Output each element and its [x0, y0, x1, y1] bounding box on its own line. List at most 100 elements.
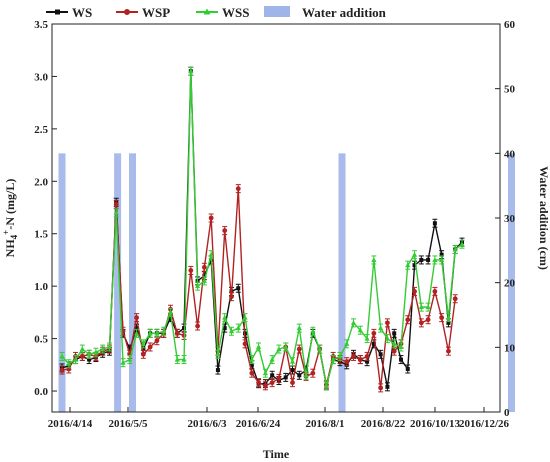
data-point-wss: [215, 351, 221, 357]
data-point-ws: [134, 326, 139, 331]
data-point-wss: [344, 341, 350, 346]
data-point-wss: [317, 346, 323, 352]
data-point-ws: [304, 368, 309, 373]
data-point-wss: [235, 325, 241, 331]
data-point-wsp: [195, 323, 200, 329]
legend-item-3: Water addition: [264, 5, 387, 20]
water-addition-bar-0: [58, 153, 66, 413]
data-point-wss: [167, 309, 174, 315]
data-point-wss: [323, 382, 330, 388]
data-point-wss: [106, 344, 113, 349]
data-point-wss: [371, 257, 377, 262]
data-point-wsp: [201, 264, 207, 270]
data-point-wss: [262, 370, 268, 376]
x-tick-label: 2016/8/22: [361, 418, 406, 430]
data-point-ws: [405, 367, 410, 372]
data-point-ws: [168, 315, 173, 320]
data-point-wss: [222, 314, 228, 320]
y-axis-right-title: Water addition (cm): [537, 166, 550, 270]
data-point-wss: [439, 257, 445, 262]
data-point-wsp: [140, 351, 146, 357]
data-point-wss: [113, 209, 119, 215]
left-tick-label: 0.5: [34, 334, 48, 346]
data-point-wsp: [371, 330, 377, 336]
data-point-wsp: [79, 354, 85, 359]
data-point-wsp: [242, 341, 248, 347]
data-point-wss: [283, 344, 289, 349]
data-point-wss: [303, 372, 309, 378]
water-addition-bar-1: [114, 153, 122, 413]
data-point-wsp: [344, 359, 350, 365]
data-point-wss: [330, 356, 336, 362]
data-point-ws: [371, 341, 376, 346]
data-point-ws: [182, 326, 187, 331]
data-point-wsp: [154, 338, 160, 344]
data-point-wss: [276, 346, 282, 352]
data-point-wss: [364, 335, 370, 341]
data-point-ws: [87, 357, 92, 362]
x-tick-label: 2016/6/24: [236, 418, 281, 430]
data-point-wss: [194, 283, 201, 289]
left-tick-label: 2.0: [34, 176, 48, 188]
left-axis: 0.0 0.5 1.0 1.5 2.0 2.5 3.0 3.5: [34, 19, 57, 398]
data-point-wsp: [418, 320, 424, 326]
data-point-wsp: [405, 317, 411, 323]
data-point-wss: [174, 356, 180, 362]
data-point-wss: [127, 356, 133, 362]
data-point-wss: [384, 335, 391, 341]
data-point-wss: [154, 330, 160, 336]
data-point-ws: [236, 286, 241, 291]
data-point-wss: [208, 251, 214, 257]
data-point-wsp: [290, 380, 295, 386]
data-point-wsp: [147, 344, 153, 350]
legend-item-1: WSP: [116, 5, 170, 20]
data-point-wss: [161, 328, 167, 334]
data-point-ws: [270, 373, 275, 378]
right-tick-label: 10: [504, 342, 516, 354]
data-point-wsp: [222, 228, 228, 233]
data-point-wss: [100, 346, 106, 352]
data-point-wss: [269, 356, 275, 362]
series-wss: [59, 66, 465, 391]
data-point-wss: [93, 349, 99, 355]
data-point-ws: [446, 320, 451, 325]
data-point-wss: [147, 330, 153, 336]
right-tick-label: 20: [504, 278, 516, 290]
data-point-wsp: [351, 354, 356, 359]
data-point-ws: [439, 252, 444, 257]
water-addition-bar-2: [129, 153, 137, 413]
data-point-wsp: [439, 315, 445, 321]
left-tick-label: 0.0: [34, 386, 48, 398]
data-point-wsp: [235, 186, 241, 192]
data-point-wss: [120, 359, 126, 365]
data-point-ws: [290, 368, 295, 373]
data-point-wsp: [262, 383, 268, 389]
data-point-wss: [296, 325, 302, 331]
data-point-wsp: [134, 315, 139, 321]
data-point-wsp: [59, 367, 65, 373]
x-tick-label: 2016/8/1: [305, 418, 344, 430]
data-point-wsp: [357, 357, 363, 362]
data-point-wsp: [425, 317, 431, 323]
data-point-ws: [222, 326, 227, 331]
data-point-wss: [256, 344, 262, 349]
series-line-wss: [61, 71, 463, 386]
data-point-wss: [181, 356, 187, 362]
data-point-ws: [419, 257, 424, 262]
x-tick-label: 2016/4/14: [48, 418, 93, 430]
data-point-wsp: [256, 380, 262, 386]
data-point-wss: [459, 241, 465, 247]
data-point-wsp: [174, 330, 180, 336]
data-point-wsp: [378, 385, 384, 391]
legend-swatch: [264, 6, 290, 17]
data-point-ws: [365, 359, 370, 364]
legend-label: WS: [72, 5, 92, 20]
data-point-ws: [385, 384, 390, 389]
data-point-wss: [79, 346, 85, 352]
left-tick-label: 1.5: [34, 229, 48, 241]
legend-item-0: WS: [46, 5, 92, 20]
data-point-ws: [127, 347, 132, 352]
data-point-ws: [297, 373, 302, 378]
data-point-ws: [249, 362, 254, 367]
